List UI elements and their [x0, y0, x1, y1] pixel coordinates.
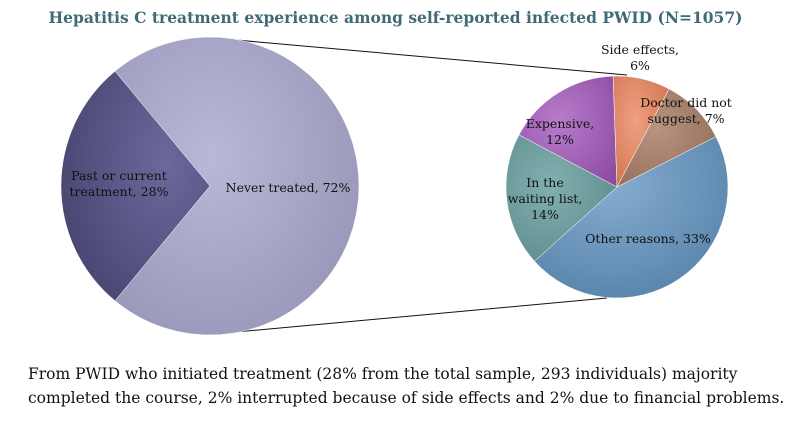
- secondary-pie: [505, 75, 729, 299]
- main-pie: [60, 36, 360, 336]
- slice-labels: Never treated, 72% Past or current treatme…: [70, 42, 732, 246]
- connector-lines: [224, 38, 628, 334]
- connector-line-top: [224, 38, 628, 76]
- slice-expensive-12: [518, 75, 618, 188]
- slice-label-side-effects-6: Side effects, 6%: [601, 42, 679, 73]
- slice-label-other-reasons-33: Other reasons, 33%: [585, 231, 711, 246]
- slice-label-doctor-did-not-suggest-7: Doctor did not suggest, 7%: [640, 95, 732, 126]
- slice-label-in-the-waiting-list-14: In the waiting list, 14%: [508, 175, 583, 222]
- slice-never-treated-72: [114, 36, 360, 336]
- slice-past-or-current-treatment-28: [60, 70, 211, 302]
- footnote-caption: From PWID who initiated treatment (28% f…: [28, 365, 785, 407]
- slice-in-the-waiting-list-14: [505, 134, 618, 262]
- connector-line-bottom: [224, 297, 608, 334]
- slice-label-expensive-12: Expensive, 12%: [526, 116, 594, 147]
- slice-label-past-or-current-treatment-28: Past or current treatment, 28%: [70, 168, 169, 199]
- slice-other-reasons-33: [534, 136, 729, 299]
- slice-doctor-did-not-suggest-7: [616, 88, 717, 188]
- chart-title: Hepatitis C treatment experience among s…: [48, 8, 743, 27]
- slice-label-never-treated-72: Never treated, 72%: [226, 180, 351, 195]
